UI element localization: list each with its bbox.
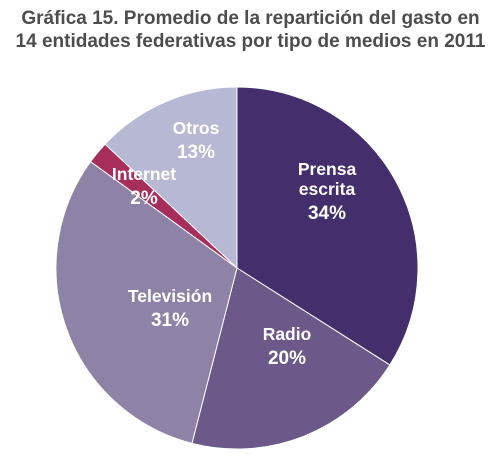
pie-labels: Prensa escrita 34% Radio 20% Televisión 31% Int…	[112, 118, 357, 369]
pie-slice-1	[191, 267, 391, 450]
slice-value-label: 2%	[130, 188, 158, 209]
pie-slice-2	[55, 160, 238, 444]
slice-label-line: Prensa	[298, 159, 357, 179]
pie-slices	[55, 86, 419, 450]
chart-title-line-1: Gráfica 15. Promedio de la repartición d…	[21, 8, 480, 29]
slice-label-line: Televisión	[128, 286, 212, 306]
slice-value-label: 31%	[151, 310, 189, 331]
slice-label-line: Internet	[112, 164, 176, 184]
pie-slice-0	[236, 86, 419, 366]
pie-slice-4	[104, 86, 238, 270]
slice-label-4: Otros 13%	[173, 118, 220, 163]
slice-value-label: 20%	[268, 348, 306, 369]
slice-label-line: Otros	[173, 118, 220, 138]
slice-label-1: Radio 20%	[263, 324, 312, 369]
chart-title-line-2: 14 entidades federativas por tipo de med…	[15, 31, 486, 52]
slice-label-line: Radio	[263, 324, 312, 344]
slice-label-3: Internet 2%	[112, 164, 176, 209]
slice-label-2: Televisión 31%	[128, 286, 212, 331]
slice-value-label: 13%	[177, 142, 215, 163]
chart-title: Gráfica 15. Promedio de la repartición d…	[0, 7, 501, 53]
slice-value-label: 34%	[308, 203, 346, 224]
slice-label-line: escrita	[299, 179, 356, 199]
slice-label-0: Prensa escrita 34%	[298, 159, 357, 224]
